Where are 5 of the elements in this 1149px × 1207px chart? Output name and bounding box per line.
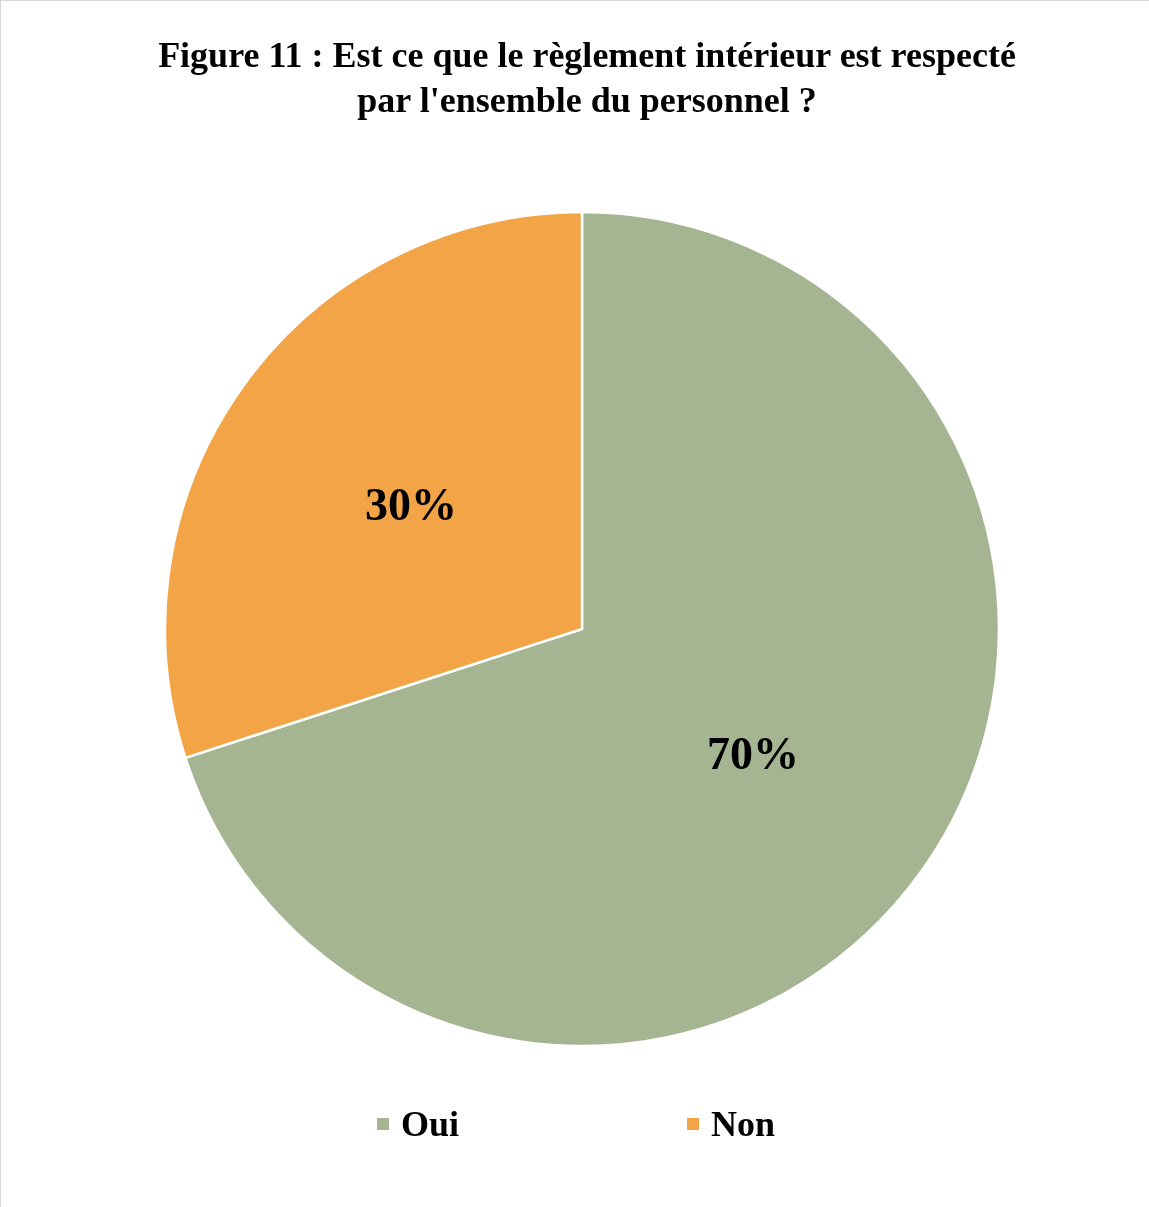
data-label: 30% [364,479,457,531]
legend-label: Oui [400,1104,460,1144]
legend-label: Non [711,1104,776,1144]
chart-title: Figure 11 : Est ce que le règlement intérieur est respecté par l'ensemble du personnel ? [158,34,1016,120]
data-label: 70% [707,727,800,779]
